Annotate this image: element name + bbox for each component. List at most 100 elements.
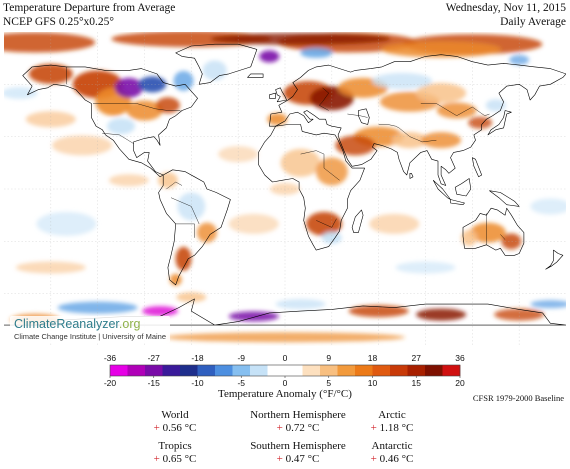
colorbar-swatch (285, 365, 303, 376)
colorbar-swatch (145, 365, 163, 376)
stat-southern-hemisphere: Southern Hemisphere + 0.47 °C (218, 440, 378, 466)
stat-label: Tropics (158, 440, 192, 452)
watermark-logo-tld: .org (118, 317, 141, 331)
coastline (247, 73, 264, 78)
anomaly-patch (210, 32, 391, 45)
stat-antarctic: Antarctic + 0.46 °C (312, 440, 472, 466)
header-right: Wednesday, Nov 11, 2015 Daily Average (446, 1, 566, 29)
anomaly-patch (196, 222, 217, 243)
colorbar-swatch (162, 365, 181, 376)
colorbar-swatch (180, 365, 198, 376)
plus-icon: + (276, 422, 283, 434)
coastline (269, 54, 566, 186)
anomaly-patch (218, 146, 259, 163)
anomaly-patch (275, 299, 326, 310)
fahrenheit-tick-label: -27 (148, 353, 161, 363)
anomaly-patch (25, 111, 76, 128)
colorbar-swatch (127, 365, 146, 376)
colorbar-swatch (407, 365, 426, 376)
anomaly-patch (4, 32, 96, 53)
celsius-tick-label: -10 (191, 378, 204, 388)
fahrenheit-tick-label: 27 (412, 353, 422, 363)
border-line (398, 127, 437, 143)
anomaly-patch (509, 54, 530, 65)
anomaly-patch (57, 301, 138, 314)
celsius-tick-label: 15 (412, 378, 422, 388)
stat-value: 0.72 °C (285, 422, 320, 434)
colorbar-swatch (267, 365, 286, 376)
anomaly-patch (372, 72, 433, 89)
border-line (378, 124, 400, 129)
anomaly-patch (155, 97, 180, 114)
fahrenheit-tick-label: -18 (191, 353, 204, 363)
colorbar-swatch (442, 365, 461, 376)
anomaly-patch (335, 135, 376, 156)
coastline (22, 64, 198, 178)
averaging-period: Daily Average (500, 16, 566, 28)
coastline (269, 92, 276, 99)
anomaly-patch (469, 222, 506, 243)
colorbar-swatch (302, 365, 321, 376)
coastline (433, 180, 451, 200)
border-line (166, 181, 183, 190)
fahrenheit-tick-label: 9 (326, 353, 331, 363)
plus-icon: + (276, 453, 283, 465)
stat-tropics: Tropics + 0.65 °C (95, 440, 255, 466)
stat-value: 0.56 °C (162, 422, 197, 434)
anomaly-patch (416, 83, 467, 104)
stat-value: 0.47 °C (285, 453, 320, 465)
coastline (450, 199, 465, 205)
colorbar-swatch (197, 365, 216, 376)
watermark-logo: ClimateReanalyzer.org (14, 317, 166, 331)
anomaly-patch (114, 77, 143, 98)
fahrenheit-tick-label: -9 (237, 353, 245, 363)
plus-icon: + (153, 453, 160, 465)
celsius-tick-label: -15 (148, 378, 161, 388)
anomaly-patch (348, 305, 409, 318)
coastline (462, 207, 525, 256)
colorbar-swatch (390, 365, 408, 376)
celsius-tick-label: -20 (104, 378, 117, 388)
plus-icon: + (370, 422, 377, 434)
stat-value: 0.46 °C (379, 453, 414, 465)
watermark-institute: Climate Change Institute | University of… (14, 332, 167, 341)
border-line (102, 133, 134, 144)
colorbar-swatch (372, 365, 391, 376)
anomaly-patch (381, 41, 502, 58)
colorbar-swatch (215, 365, 233, 376)
celsius-tick-label: -5 (237, 378, 245, 388)
coastline (275, 87, 287, 103)
anomaly-patch (157, 172, 178, 189)
anomaly-patch (4, 87, 38, 100)
border-line (500, 234, 506, 240)
celsius-tick-label: 0 (283, 378, 288, 388)
stat-world: World + 0.56 °C (95, 409, 255, 435)
border-line (318, 87, 329, 111)
coastline (487, 110, 512, 136)
plus-icon: + (153, 422, 160, 434)
border-line (170, 197, 200, 224)
anomaly-patch (202, 60, 227, 81)
anomaly-patch (28, 63, 73, 84)
border-line (175, 223, 195, 238)
anomaly-patch (416, 308, 467, 321)
map-date: Wednesday, Nov 11, 2015 (445, 2, 566, 14)
stat-label: Northern Hemisphere (250, 409, 346, 421)
coastline (489, 190, 520, 207)
border-line (316, 218, 337, 228)
colorbar-swatch (110, 365, 128, 376)
border-line (93, 103, 181, 111)
anomaly-patch (175, 246, 192, 271)
anomaly-patch (369, 213, 420, 234)
stat-label: World (161, 409, 189, 421)
baseline-note: CFSR 1979-2000 Baseline (472, 393, 564, 403)
anomaly-patch (228, 213, 279, 234)
anomaly-patch (259, 50, 280, 63)
coastline (351, 209, 364, 233)
anomaly-patch (108, 174, 149, 187)
anomaly-patch (436, 102, 477, 119)
colorbar-swatch (425, 365, 443, 376)
anomaly-patch (176, 292, 207, 303)
stat-label: Southern Hemisphere (250, 440, 346, 452)
plus-icon: + (370, 453, 377, 465)
